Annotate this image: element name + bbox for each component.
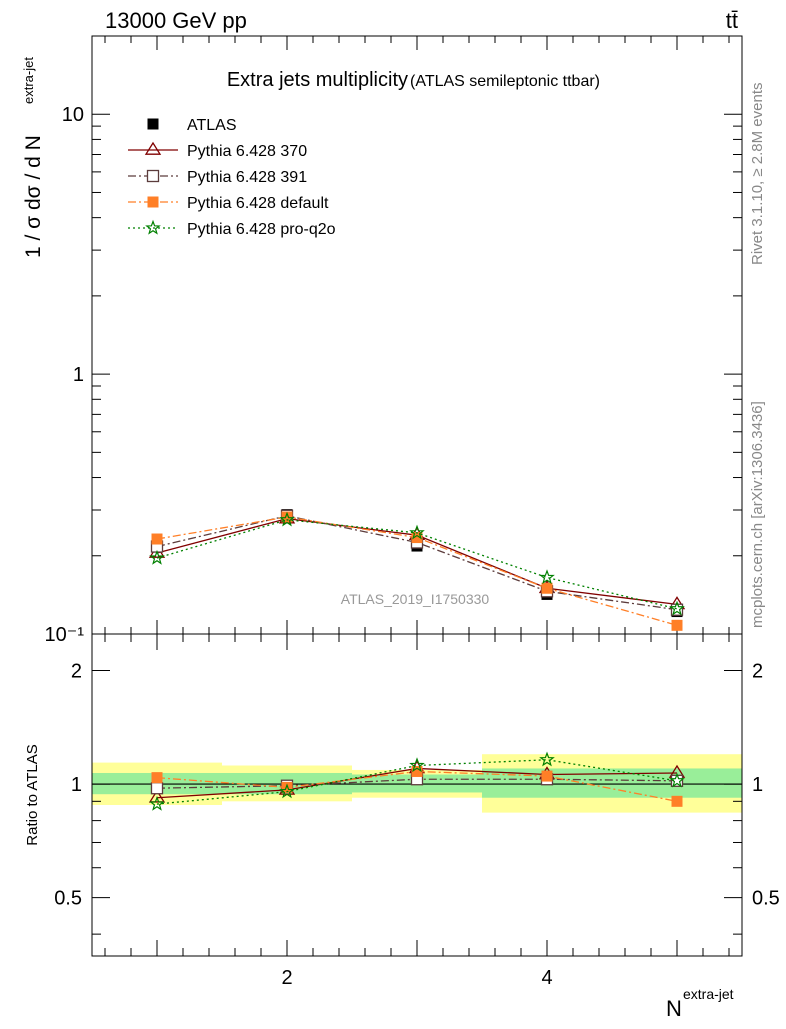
data-point: [279, 511, 295, 527]
ratio-y-tick-label: 2: [71, 661, 82, 683]
ratio-y-tick-label-right: 0.5: [752, 888, 780, 910]
data-point: [671, 619, 683, 631]
ratio-axis-ticks: 0.5 0.5 1 1 2 2 2 4: [54, 634, 780, 989]
data-point: [669, 600, 685, 616]
data-point: [281, 511, 293, 523]
header-left: 13000 GeV pp: [105, 8, 247, 33]
legend-marker: [147, 118, 159, 130]
data-point: [539, 569, 555, 585]
data-point: [409, 524, 425, 540]
x-tick-label: 2: [281, 967, 292, 989]
legend: ATLAS Pythia 6.428 370 Pythia 6.428 391 Pyt…: [128, 117, 336, 238]
x-axis-label: N extra-jet: [666, 986, 734, 1021]
legend-entry: ATLAS: [147, 117, 237, 134]
series-line: [156, 515, 678, 611]
ratio-y-label: Ratio to ATLAS: [24, 744, 41, 845]
legend-entry: Pythia 6.428 pro-q2o: [128, 219, 336, 238]
legend-entry: Pythia 6.428 391: [128, 169, 307, 186]
data-point: [151, 533, 163, 545]
data-point: [670, 603, 684, 616]
main-series: [148, 509, 686, 631]
ratio-plot: 0.5 0.5 1 1 2 2 2 4 Ratio to ATLAS: [24, 633, 780, 989]
ratio-point: [148, 789, 166, 803]
ratio-series-pythia-6-428-default: [151, 765, 683, 807]
legend-label: ATLAS: [187, 117, 237, 134]
main-y-tick-label: 1: [73, 364, 84, 386]
legend-label: Pythia 6.428 391: [187, 169, 307, 186]
y-axis-label-main: 1 / σ dσ / d N: [22, 135, 45, 258]
ratio-point: [149, 795, 165, 811]
mcplots-label: mcplots.cern.ch [arXiv:1306.3436]: [749, 401, 766, 628]
ratio-point: [541, 770, 553, 782]
legend-marker: [145, 219, 161, 235]
ratio-point: [411, 765, 423, 777]
ratio-series-pythia-6-428-pro-q2o: [149, 751, 685, 811]
legend-entry: Pythia 6.428 default: [128, 195, 329, 212]
rivet-label: Rivet 3.1.10, ≥ 2.8M events: [749, 83, 766, 266]
data-point: [541, 582, 553, 594]
series-pythia-6-428-default: [151, 511, 683, 631]
legend-marker: [147, 196, 159, 208]
ratio-point: [150, 782, 164, 795]
series-line: [156, 519, 678, 610]
ratio-point: [671, 795, 683, 807]
header-right: tt̄: [726, 8, 738, 33]
ratio-y-tick-label-right: 2: [752, 661, 763, 683]
main-y-tick-label: 10⁻¹: [45, 624, 85, 646]
y-axis-label-superscript: extra-jet: [21, 57, 36, 104]
ratio-point: [281, 781, 293, 793]
y-axis-label: 1 / σ dσ / d N extra-jet: [21, 57, 45, 258]
ratio-point: [539, 751, 555, 767]
legend-label: Pythia 6.428 370: [187, 143, 307, 160]
ratio-y-tick-label: 1: [71, 774, 82, 796]
ratio-point: [669, 772, 685, 788]
ratio-series: [148, 751, 686, 811]
main-subtitle: (ATLAS semileptonic ttbar): [410, 73, 600, 90]
ratio-y-tick-label: 0.5: [54, 888, 82, 910]
watermark: ATLAS_2019_I1750330: [341, 591, 490, 607]
x-tick-label: 4: [541, 967, 552, 989]
legend-label: Pythia 6.428 pro-q2o: [187, 221, 336, 238]
ratio-point: [151, 772, 163, 784]
main-axis-ticks: 10⁻¹ 1 10: [45, 35, 742, 646]
data-point: [411, 532, 423, 544]
legend-marker: [144, 141, 162, 155]
main-title: Extra jets multiplicity: [227, 69, 408, 91]
main-y-tick-label: 10: [62, 104, 84, 126]
legend-marker: [146, 169, 160, 183]
x-axis-label-superscript: extra-jet: [683, 986, 734, 1002]
ratio-point: [409, 757, 425, 773]
legend-entry: Pythia 6.428 370: [128, 141, 307, 160]
x-axis-label-main: N: [666, 996, 682, 1021]
legend-label: Pythia 6.428 default: [187, 195, 329, 212]
ratio-point: [279, 783, 295, 799]
main-plot: 10⁻¹ 1 10 Extra jets multiplicity (ATLAS s…: [45, 35, 743, 646]
ratio-y-tick-label-right: 1: [752, 774, 763, 796]
data-point: [149, 549, 165, 565]
series-pythia-6-428-pro-q2o: [149, 511, 685, 616]
